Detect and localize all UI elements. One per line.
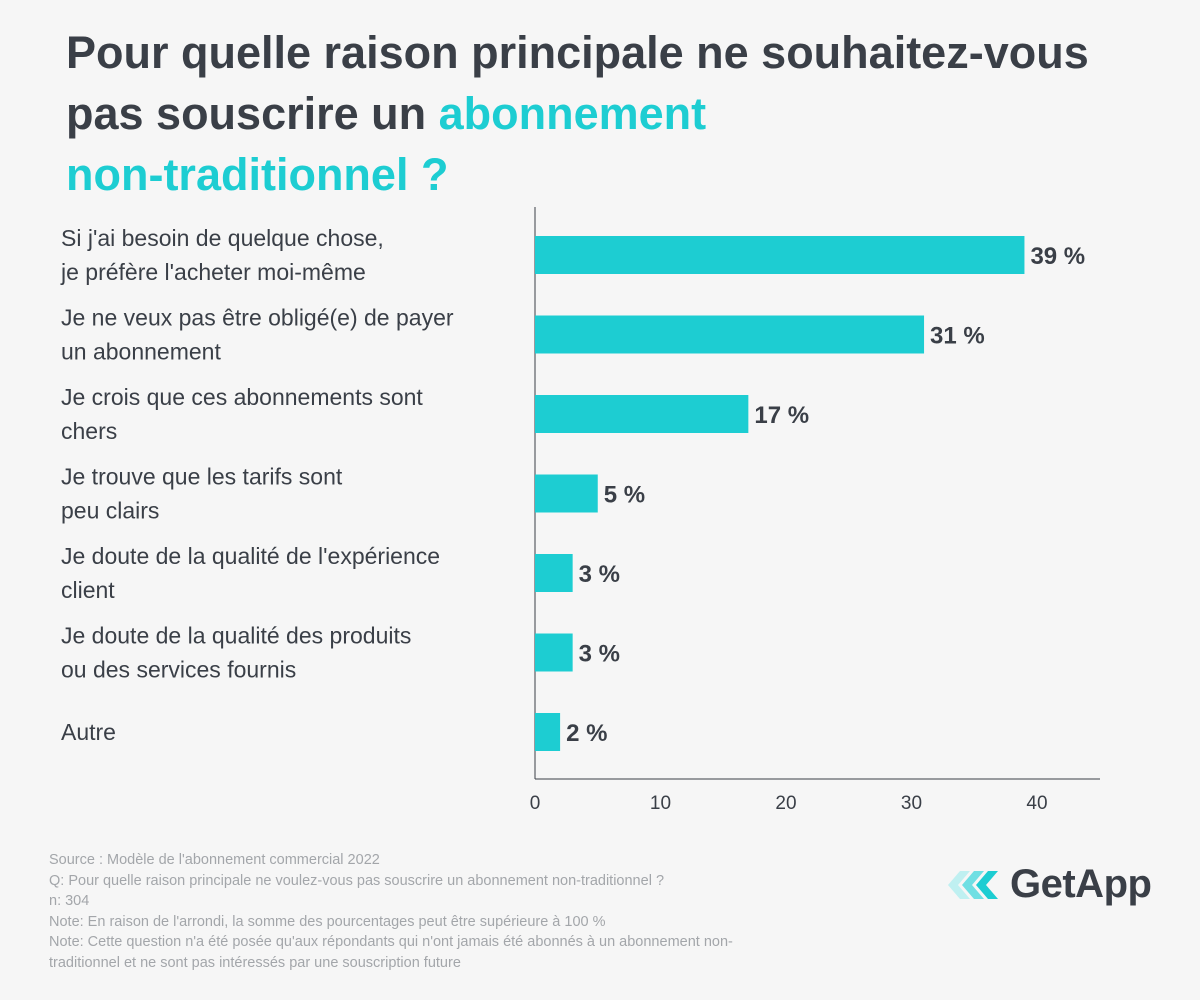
bar [535,395,749,433]
footer-note-scope-line2: traditionnel et ne sont pas intéressés p… [49,954,461,971]
category-label: peu clairs [61,498,159,524]
bar [535,315,925,354]
footer-sample-size: n: 304 [49,893,90,909]
getapp-logo-text: GetApp [1010,862,1152,906]
category-label: client [61,577,115,603]
bar-value-label: 17 % [754,402,809,429]
x-tick-label: 20 [775,793,796,814]
title-line3-accent: non-traditionnel [66,149,409,200]
bar [535,633,573,672]
bar [535,554,573,592]
category-label: je préfère l'acheter moi-même [60,259,366,285]
getapp-logo: GetApp [948,862,1152,907]
bar-chart: 39 % Si j'ai besoin de quelque chose, je p… [60,207,1100,814]
category-label: Je doute de la qualité des produits [61,623,411,649]
bar-value-label: 3 % [579,561,620,588]
category-label: Je crois que ces abonnements sont [61,384,423,410]
bar-value-label: 5 % [604,482,645,509]
title-line1: Pour quelle raison principale ne souhait… [66,27,1089,78]
bar-value-label: 39 % [1030,243,1085,270]
bar-value-label: 3 % [579,641,620,668]
getapp-chevrons-icon [948,870,998,899]
chart-footer: Source : Modèle de l'abonnement commerci… [49,850,869,973]
category-label: chers [61,418,117,444]
bar [535,474,598,513]
x-tick-label: 0 [530,793,541,814]
category-label: Je ne veux pas être obligé(e) de payer [61,305,454,331]
footer-note-scope-line1: Note: Cette question n'a été posée qu'au… [49,934,733,950]
title-line3-plain: ? [408,149,449,200]
x-tick-label: 10 [650,793,671,814]
chart-title: Pour quelle raison principale ne souhait… [66,22,1176,205]
bar [535,713,561,751]
bar [535,236,1025,274]
x-tick-label: 40 [1026,793,1047,814]
category-label: ou des services fournis [61,657,296,683]
bar-value-label: 2 % [566,720,607,747]
category-label: Autre [61,719,116,745]
title-line2-accent: abonnement [438,88,707,139]
category-label: un abonnement [61,339,221,365]
footer-question: Q: Pour quelle raison principale ne voul… [49,872,665,889]
x-tick-label: 30 [901,793,922,814]
bar-value-label: 31 % [930,323,985,350]
category-label: Je trouve que les tarifs sont [61,464,343,490]
category-label: Si j'ai besoin de quelque chose, [61,225,384,251]
category-label: Je doute de la qualité de l'expérience [61,543,440,569]
footer-source: Source : Modèle de l'abonnement commerci… [49,852,380,868]
title-line2-plain: pas souscrire un [66,88,439,139]
footer-note-rounding: Note: En raison de l'arrondi, la somme d… [49,913,606,930]
